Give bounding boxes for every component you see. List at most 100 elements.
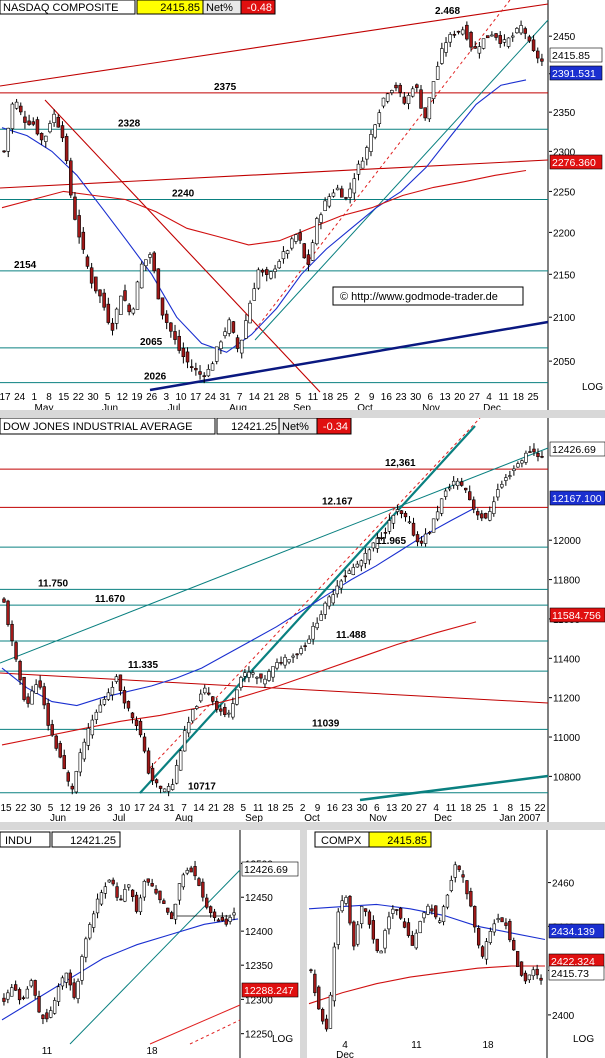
level-annotation: 11039 <box>312 718 340 729</box>
price-box <box>241 982 299 998</box>
candle-body <box>154 779 159 784</box>
x-month-label: Dec <box>483 403 501 410</box>
x-tick-label: 22 <box>534 803 546 814</box>
candle-body <box>62 755 66 770</box>
candle-body <box>219 341 223 349</box>
candle-body <box>64 972 69 983</box>
candle-body <box>220 917 225 921</box>
x-month-label: Jul <box>113 813 126 822</box>
nasdaq-panel: 2050210021502200225023002350240024501724… <box>0 0 605 410</box>
candle-body <box>19 105 23 113</box>
candle-body <box>202 375 206 377</box>
candle-body <box>367 549 372 561</box>
candle-body <box>115 886 119 898</box>
candle-body <box>26 696 30 704</box>
x-tick-label: 6 <box>428 392 434 403</box>
candle-body <box>331 192 336 197</box>
price-box-label: 2434.139 <box>551 926 595 938</box>
candle-body <box>352 921 356 947</box>
compx-chart[interactable]: 240024202440246041118Dec 2434.1392422.32… <box>307 830 605 1058</box>
price-box <box>549 47 603 63</box>
candle-body <box>148 254 152 258</box>
x-month-label: Jun <box>50 813 66 822</box>
candle-body <box>25 988 30 999</box>
candle-body <box>82 741 87 760</box>
candle-body <box>427 532 432 534</box>
x-tick-label: 4 <box>433 803 439 814</box>
candle-body <box>419 540 424 544</box>
y-tick-label: 2400 <box>552 1011 575 1022</box>
candle-body <box>232 912 236 916</box>
candle-body <box>189 366 194 368</box>
candle-body <box>294 234 298 242</box>
candle-body <box>244 320 248 339</box>
candle-body <box>363 908 368 912</box>
level-annotation: 12,361 <box>385 458 416 469</box>
candle-body <box>239 677 243 688</box>
candle-body <box>235 337 240 349</box>
dow-chart[interactable]: 1080011000112001140011600118001200015223… <box>0 418 605 822</box>
candle-body <box>228 917 232 922</box>
x-tick-label: 30 <box>356 803 368 814</box>
candle-body <box>56 986 61 1002</box>
candle-body <box>158 785 163 789</box>
candle-body <box>426 905 430 915</box>
candle-body <box>344 897 348 904</box>
candle-body <box>72 982 76 998</box>
candle-body <box>375 938 379 952</box>
candle-body <box>291 655 295 658</box>
x-tick-label: 31 <box>164 803 176 814</box>
candle-body <box>456 30 461 33</box>
candle-body <box>181 347 186 358</box>
x-tick-label: 28 <box>278 392 290 403</box>
candle-body <box>448 34 452 43</box>
candle-body <box>6 127 11 152</box>
candle-body <box>138 720 143 736</box>
x-tick-label: 26 <box>146 392 158 403</box>
candle-body <box>78 752 82 773</box>
candle-body <box>302 243 307 259</box>
level-annotation: 2328 <box>118 118 141 129</box>
x-tick-label: 11 <box>253 803 264 814</box>
candle-body <box>239 339 244 354</box>
candle-body <box>398 908 403 919</box>
indu-chart[interactable]: 1225012300123501240012450125001118 12426… <box>0 830 300 1058</box>
candle-body <box>134 719 139 727</box>
x-tick-label: 5 <box>105 392 111 403</box>
price-box-label: 2422.324 <box>551 956 595 968</box>
candle-body <box>348 895 352 924</box>
candle-body <box>69 160 73 196</box>
candle-body <box>214 346 219 362</box>
candle-body <box>403 512 408 518</box>
candle-body <box>339 580 343 589</box>
candle-body <box>327 196 332 207</box>
candle-body <box>139 263 144 289</box>
x-tick-label: 11 <box>498 392 509 403</box>
candle-body <box>411 522 416 536</box>
candle-body <box>84 938 88 958</box>
candle-body <box>52 113 56 123</box>
candle-body <box>106 692 111 700</box>
candle-body <box>488 931 493 943</box>
candle-body <box>142 736 147 752</box>
candle-body <box>135 281 140 310</box>
x-month-label: Jan 2007 <box>499 813 541 822</box>
candle-body <box>539 977 543 981</box>
nasdaq-chart[interactable]: 2050210021502200225023002350240024501724… <box>0 0 605 410</box>
level-annotation: 11.965 <box>376 536 406 547</box>
x-tick-label: 7 <box>181 803 187 814</box>
dow-panel: 1080011000112001140011600118001200015223… <box>0 418 605 822</box>
price-box-label: 11584.756 <box>552 610 601 622</box>
candle-body <box>540 58 544 62</box>
candle-body <box>17 989 22 1001</box>
candle-body <box>476 511 480 516</box>
candle-body <box>150 883 154 887</box>
moving-average-blue <box>1 918 239 1021</box>
candle-body <box>170 784 175 790</box>
candle-body <box>227 712 231 715</box>
candle-body <box>480 513 484 519</box>
candle-body <box>13 984 18 991</box>
candle-body <box>410 88 415 97</box>
candle-body <box>431 81 436 100</box>
candle-body <box>531 39 536 51</box>
